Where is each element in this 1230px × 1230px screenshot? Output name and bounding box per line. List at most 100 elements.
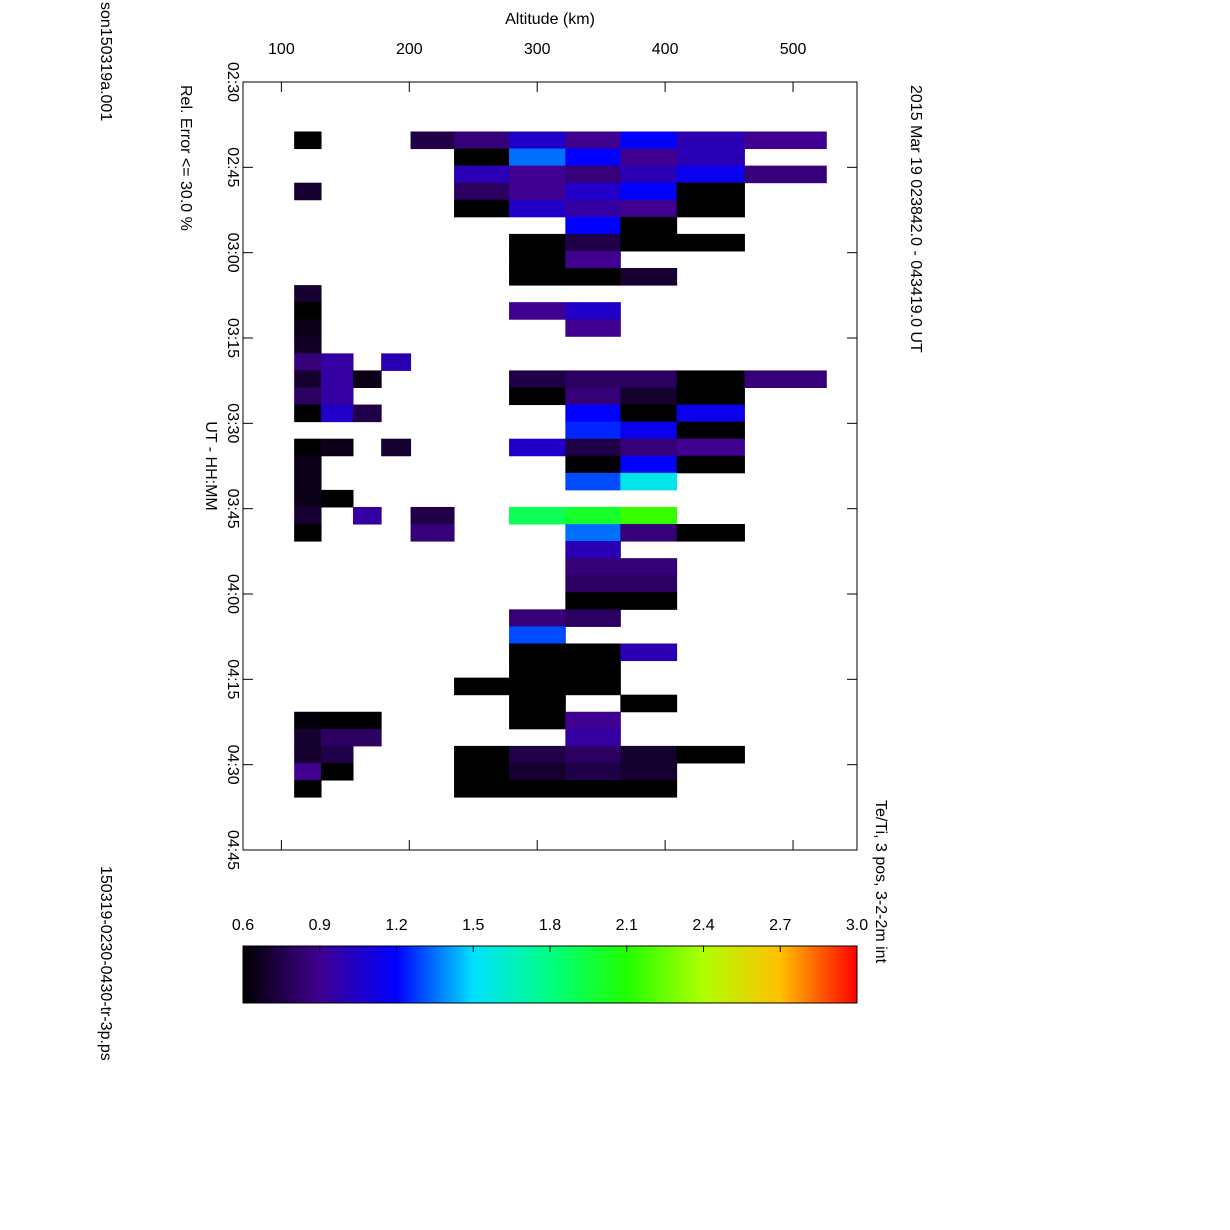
heat-cell [509, 643, 566, 662]
x-tick-label: 03:00 [224, 233, 241, 273]
y-tick-label: 500 [780, 41, 807, 58]
heat-cell [620, 455, 678, 474]
heat-cell [620, 524, 678, 542]
y-tick-label: 400 [652, 41, 679, 58]
heat-cell [509, 199, 566, 218]
heat-cell [294, 404, 322, 423]
heat-cell [509, 780, 566, 798]
heat-cell [509, 148, 566, 167]
heat-cell [509, 165, 566, 184]
heat-cell [294, 780, 322, 798]
colorbar-tick-label: 1.8 [539, 917, 561, 934]
heat-cell [509, 387, 566, 406]
heat-cell [321, 387, 354, 406]
heat-cell [565, 762, 621, 781]
x-tick-label: 02:30 [224, 62, 241, 102]
heat-cell [565, 148, 621, 167]
heat-cell [565, 643, 621, 662]
colorbar-tick-label: 2.7 [769, 917, 791, 934]
x-tick-label: 04:15 [224, 659, 241, 699]
heat-cell [744, 165, 827, 184]
heat-cell [676, 745, 745, 764]
heat-cell [509, 506, 566, 525]
file-name: son150319a.001 [97, 2, 114, 121]
heat-cell [620, 506, 678, 525]
chart-title: 2015 Mar 19 023842.0 - 043419.0 UT [907, 85, 924, 353]
heat-cell [410, 506, 455, 525]
heat-cell [565, 575, 621, 593]
heat-cell [676, 404, 745, 423]
heat-cell [454, 165, 510, 184]
heat-cell [509, 370, 566, 388]
heat-cell [509, 233, 566, 252]
heat-cell [509, 438, 566, 457]
heat-cell [676, 455, 745, 474]
heat-cell [294, 302, 322, 320]
heat-cell [509, 694, 566, 713]
heat-cell [509, 762, 566, 781]
heat-cell [620, 165, 678, 184]
heat-cell [509, 250, 566, 269]
heat-cell [294, 745, 322, 764]
heat-cell [381, 438, 412, 457]
heat-cell [620, 182, 678, 201]
heat-cell [565, 609, 621, 627]
x-tick-label: 03:15 [224, 318, 241, 358]
heat-cell [321, 404, 354, 423]
colorbar-tick-label: 1.2 [385, 917, 407, 934]
heat-cell [620, 592, 678, 610]
heat-cell [321, 353, 354, 371]
heat-cell [509, 182, 566, 201]
heat-cell [454, 199, 510, 218]
y-tick-label: 300 [524, 41, 551, 58]
heat-cell [620, 199, 678, 218]
file-name: 150319-0230-0430-tr-3p.ps [97, 866, 114, 1061]
colorbar-tick-label: 2.4 [692, 917, 714, 934]
heat-cell [353, 404, 382, 423]
heat-cell [620, 148, 678, 167]
heat-cell [565, 131, 621, 150]
heat-cell [509, 302, 566, 320]
heat-cell [294, 762, 322, 781]
plot-frame [242, 81, 858, 851]
heat-cell [565, 541, 621, 559]
heat-cell [509, 677, 566, 696]
x-tick-label: 02:45 [224, 147, 241, 187]
x-tick-label: 03:45 [224, 489, 241, 529]
heat-cell [321, 370, 354, 388]
heat-cell [565, 472, 621, 491]
heat-cell [620, 387, 678, 406]
colorbar-tick-label: 0.6 [232, 917, 254, 934]
heat-cell [353, 728, 382, 747]
heat-cell [509, 745, 566, 764]
heat-cell [620, 694, 678, 713]
heat-cell [294, 506, 322, 525]
heat-cell [565, 233, 621, 252]
heat-cell [454, 677, 510, 696]
heat-cell [454, 780, 510, 798]
heat-cell [454, 148, 510, 167]
heat-cell [676, 438, 745, 457]
colorbar [242, 945, 858, 1004]
heat-cell [565, 711, 621, 730]
heat-cell [353, 370, 382, 388]
heat-cell [620, 404, 678, 423]
heat-cell [565, 387, 621, 406]
heat-cell [294, 353, 322, 371]
heat-cell [744, 131, 827, 150]
heat-cell [509, 626, 566, 644]
heat-cell [294, 438, 322, 457]
heat-cell [565, 199, 621, 218]
heat-cell [565, 302, 621, 320]
heat-cell [321, 438, 354, 457]
heat-cell [620, 268, 678, 286]
heat-cell [620, 233, 678, 252]
heat-cell [620, 421, 678, 440]
x-tick-label: 04:45 [224, 830, 241, 870]
heat-cell [565, 421, 621, 440]
heat-cell [294, 455, 322, 474]
heat-cell [565, 268, 621, 286]
heat-cell [565, 250, 621, 269]
heat-cell [321, 711, 354, 730]
